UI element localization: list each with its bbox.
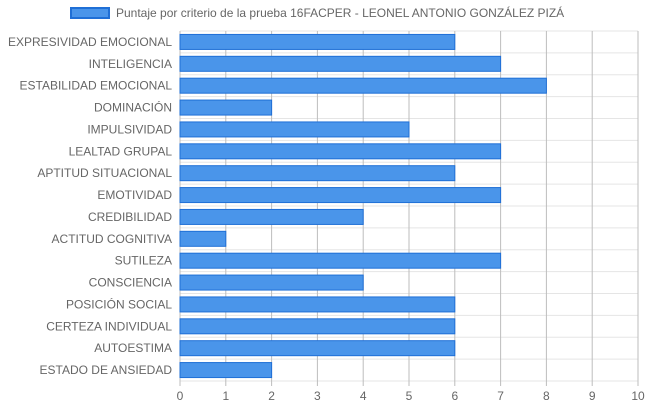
category-label: INTELIGENCIA xyxy=(89,57,172,71)
category-label: ESTABILIDAD EMOCIONAL xyxy=(20,79,173,93)
x-tick-label: 9 xyxy=(589,389,596,403)
bar[interactable] xyxy=(179,99,273,116)
category-label: DOMINACIÓN xyxy=(94,100,172,115)
category-label: IMPULSIVIDAD xyxy=(87,122,172,136)
x-tick-label: 7 xyxy=(497,389,504,403)
bar[interactable] xyxy=(179,362,273,379)
x-tick-label: 8 xyxy=(543,389,550,403)
category-label: EMOTIVIDAD xyxy=(97,188,172,202)
bar[interactable] xyxy=(179,318,456,335)
bar[interactable] xyxy=(179,55,502,72)
bar[interactable] xyxy=(179,77,547,94)
category-label: SUTILEZA xyxy=(115,254,172,268)
bar[interactable] xyxy=(179,252,502,269)
x-tick-label: 6 xyxy=(451,389,458,403)
x-tick-label: 0 xyxy=(177,389,184,403)
x-tick-label: 3 xyxy=(314,389,321,403)
legend-label: Puntaje por criterio de la prueba 16FACP… xyxy=(116,6,565,20)
bar[interactable] xyxy=(179,165,456,182)
x-tick-label: 4 xyxy=(360,389,367,403)
category-label: CREDIBILIDAD xyxy=(88,210,172,224)
bar[interactable] xyxy=(179,230,227,247)
legend-swatch xyxy=(70,7,110,19)
category-label: EXPRESIVIDAD EMOCIONAL xyxy=(8,35,172,49)
category-label: LEALTAD GRUPAL xyxy=(69,144,173,158)
x-tick-label: 1 xyxy=(222,389,229,403)
category-label: ESTADO DE ANSIEDAD xyxy=(40,363,173,377)
x-tick-label: 2 xyxy=(268,389,275,403)
chart-legend[interactable]: Puntaje por criterio de la prueba 16FACP… xyxy=(70,6,564,20)
category-label: APTITUD SITUACIONAL xyxy=(37,166,172,180)
x-tick-label: 10 xyxy=(631,389,645,403)
category-label: AUTOESTIMA xyxy=(94,341,172,355)
bar[interactable] xyxy=(179,187,502,204)
bar[interactable] xyxy=(179,274,364,291)
bar[interactable] xyxy=(179,340,456,357)
x-tick-label: 5 xyxy=(406,389,413,403)
bar[interactable] xyxy=(179,121,410,138)
bar[interactable] xyxy=(179,208,364,225)
bar[interactable] xyxy=(179,33,456,50)
category-label: ACTITUD COGNITIVA xyxy=(52,232,172,246)
bar[interactable] xyxy=(179,143,502,160)
category-label: CERTEZA INDIVIDUAL xyxy=(46,319,172,333)
bar[interactable] xyxy=(179,296,456,313)
category-label: POSICIÓN SOCIAL xyxy=(66,296,172,311)
category-label: CONSCIENCIA xyxy=(89,276,172,290)
